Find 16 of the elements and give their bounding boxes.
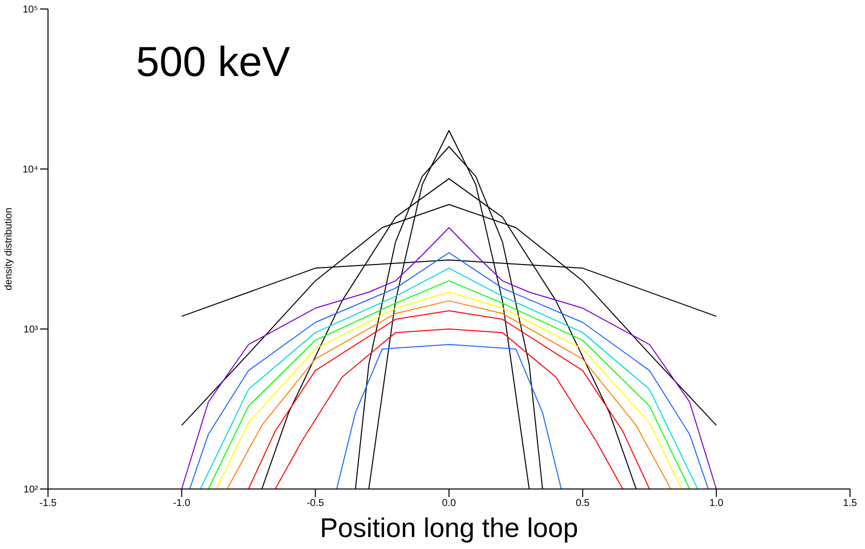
x-tick-label: 0.5 bbox=[576, 498, 590, 510]
y-tick-label: 10⁵ bbox=[22, 4, 38, 16]
y-tick-label: 10³ bbox=[24, 324, 39, 336]
text: 500 keV bbox=[136, 38, 290, 85]
y-axis-title: density distribution bbox=[4, 208, 15, 290]
x-tick-label: 1.5 bbox=[843, 498, 858, 510]
x-tick-label: 0.0 bbox=[442, 498, 456, 510]
line-series bbox=[274, 328, 624, 489]
x-tick-label: -1.5 bbox=[39, 498, 58, 510]
y-tick-label: 10² bbox=[24, 484, 39, 496]
x-tick-label: -0.5 bbox=[306, 498, 324, 510]
y-tick-label: 10⁴ bbox=[22, 164, 38, 176]
x-axis-title: Position long the loop bbox=[320, 513, 578, 543]
x-tick-label: 1.0 bbox=[709, 498, 724, 510]
line-series bbox=[336, 344, 562, 489]
x-tick-label: -1.0 bbox=[173, 498, 191, 510]
